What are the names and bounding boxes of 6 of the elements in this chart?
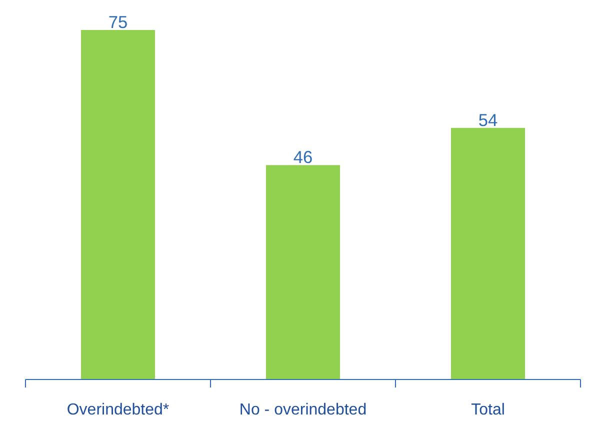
data-label: 54 xyxy=(478,110,498,130)
data-label: 75 xyxy=(108,12,128,32)
x-tick-label: Total xyxy=(471,402,505,418)
x-tick-label: No - overindebted xyxy=(239,402,367,418)
x-tick-label: Overindebted* xyxy=(66,402,170,418)
data-label: 46 xyxy=(293,147,313,168)
